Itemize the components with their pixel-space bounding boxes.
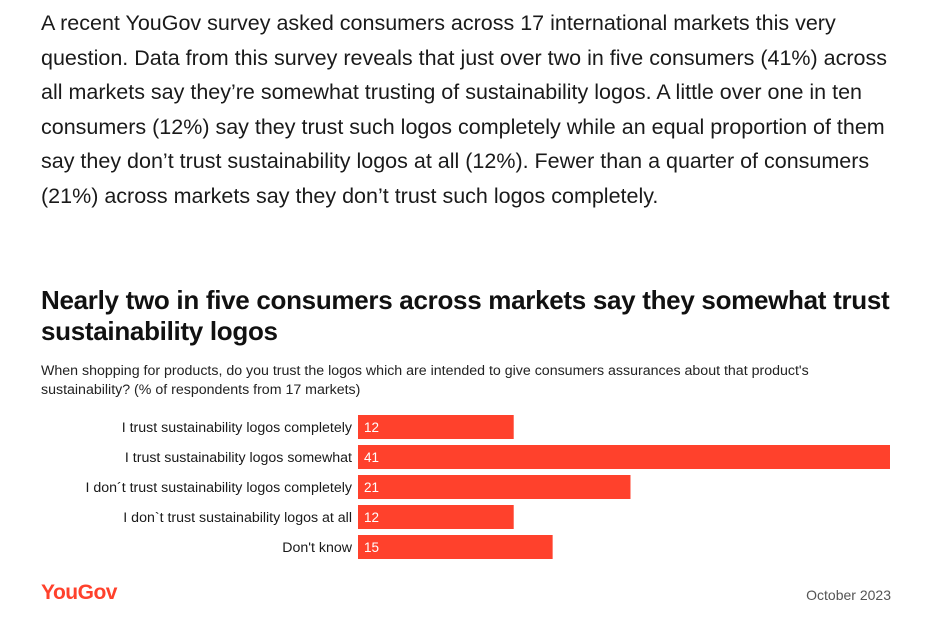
category-label: I trust sustainability logos completely — [122, 420, 353, 436]
category-label: I don`t trust sustainability logos at al… — [123, 510, 352, 526]
bar-value-label: 41 — [364, 450, 379, 465]
category-label: I don´t trust sustainability logos compl… — [85, 480, 352, 496]
yougov-logo[interactable]: YouGov — [41, 581, 117, 604]
chart-title: Nearly two in five consumers across mark… — [41, 285, 890, 346]
bar — [358, 505, 514, 529]
bar — [358, 445, 890, 469]
bar-value-label: 15 — [364, 540, 379, 555]
bar-value-label: 21 — [364, 480, 379, 495]
category-label: I trust sustainability logos somewhat — [125, 450, 352, 466]
category-label: Don't know — [282, 540, 352, 556]
bar-chart: I trust sustainability logos completely 1… — [85, 415, 890, 559]
bar — [358, 415, 514, 439]
bar-value-label: 12 — [364, 510, 379, 525]
bar — [358, 535, 553, 559]
bar — [358, 475, 631, 499]
article-paragraph: A recent YouGov survey asked consumers a… — [41, 11, 888, 208]
bar-value-label: 12 — [364, 420, 379, 435]
publication-date: October 2023 — [806, 587, 891, 603]
chart-subtitle: When shopping for products, do you trust… — [41, 363, 809, 398]
